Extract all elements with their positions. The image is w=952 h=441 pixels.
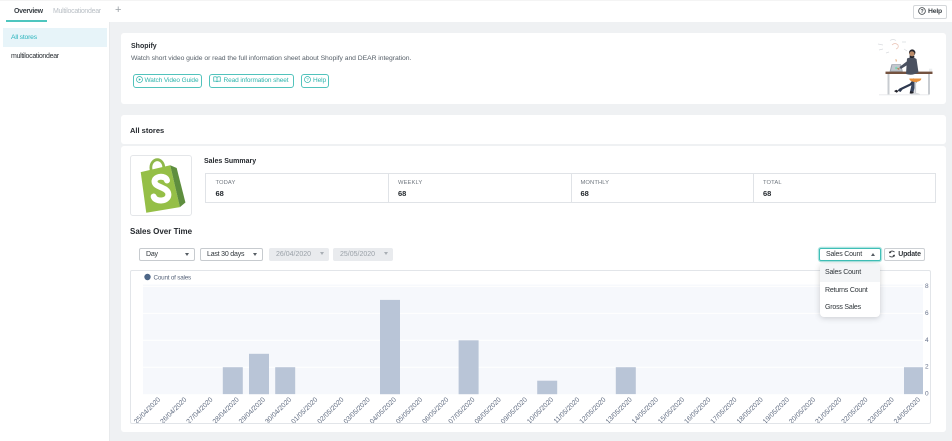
- svg-text:17/05/2020: 17/05/2020: [710, 396, 739, 423]
- svg-text:18/05/2020: 18/05/2020: [736, 396, 765, 423]
- svg-text:06/05/2020: 06/05/2020: [421, 396, 450, 423]
- svg-text:2: 2: [925, 364, 929, 371]
- svg-text:07/05/2020: 07/05/2020: [448, 396, 477, 423]
- svg-text:20/05/2020: 20/05/2020: [788, 396, 817, 423]
- svg-text:21/05/2020: 21/05/2020: [814, 396, 843, 423]
- svg-text:10/05/2020: 10/05/2020: [526, 396, 555, 423]
- svg-text:26/04/2020: 26/04/2020: [159, 396, 188, 423]
- svg-text:Count of sales: Count of sales: [154, 274, 192, 281]
- svg-text:01/05/2020: 01/05/2020: [290, 396, 319, 423]
- svg-text:0: 0: [925, 391, 929, 398]
- svg-text:19/05/2020: 19/05/2020: [762, 396, 791, 423]
- svg-text:23/05/2020: 23/05/2020: [867, 396, 896, 423]
- svg-text:29/04/2020: 29/04/2020: [238, 396, 267, 423]
- svg-text:05/05/2020: 05/05/2020: [395, 396, 424, 423]
- svg-text:02/05/2020: 02/05/2020: [317, 396, 346, 423]
- svg-text:22/05/2020: 22/05/2020: [841, 396, 870, 423]
- svg-text:24/05/2020: 24/05/2020: [893, 396, 922, 423]
- svg-text:28/04/2020: 28/04/2020: [212, 396, 241, 423]
- svg-text:?: ?: [306, 77, 309, 82]
- svg-text:6: 6: [925, 310, 929, 317]
- svg-text:30/04/2020: 30/04/2020: [264, 396, 293, 423]
- svg-text:14/05/2020: 14/05/2020: [631, 396, 660, 423]
- svg-text:8: 8: [925, 283, 929, 290]
- svg-text:04/05/2020: 04/05/2020: [369, 396, 398, 423]
- svg-text:4: 4: [925, 337, 929, 344]
- svg-text:16/05/2020: 16/05/2020: [683, 396, 712, 423]
- svg-text:03/05/2020: 03/05/2020: [343, 396, 372, 423]
- svg-text:11/05/2020: 11/05/2020: [553, 396, 582, 423]
- svg-text:12/05/2020: 12/05/2020: [579, 396, 608, 423]
- svg-text:27/04/2020: 27/04/2020: [186, 396, 215, 423]
- svg-text:?: ?: [921, 8, 924, 14]
- svg-text:25/04/2020: 25/04/2020: [133, 396, 162, 423]
- svg-text:08/05/2020: 08/05/2020: [474, 396, 503, 423]
- svg-text:15/05/2020: 15/05/2020: [657, 396, 686, 423]
- svg-text:09/05/2020: 09/05/2020: [500, 396, 529, 423]
- svg-text:13/05/2020: 13/05/2020: [605, 396, 634, 423]
